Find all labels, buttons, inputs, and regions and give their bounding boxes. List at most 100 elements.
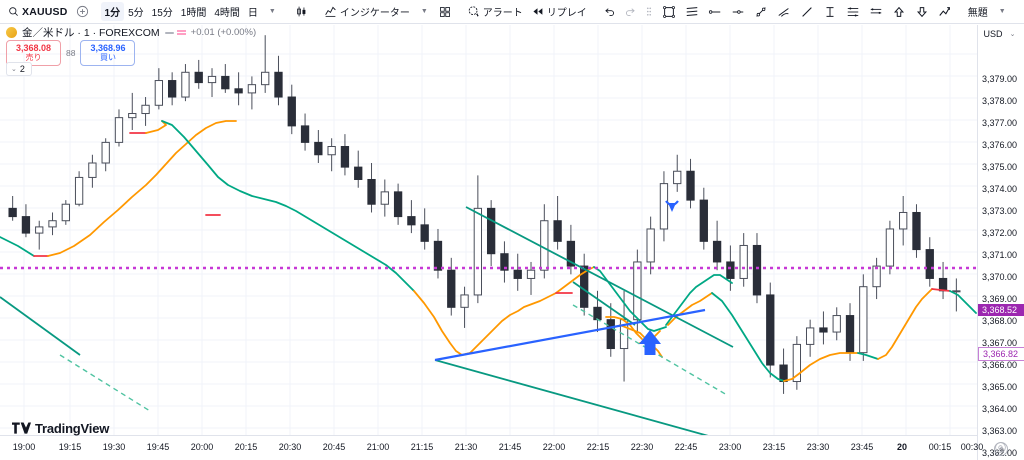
chart-type-button[interactable] [291,2,312,21]
candle-body [513,269,522,279]
candle-body [234,88,243,94]
time-tick: 23:15 [762,442,786,452]
replay-button[interactable]: リプレイ [527,2,591,21]
alert-button[interactable]: アラート [463,2,527,21]
interval-1m[interactable]: 1分 [100,2,125,21]
measure-tool-icon[interactable] [819,2,841,21]
dashed-channel-mid[interactable] [572,304,728,396]
buy-label: 買い [99,53,116,63]
chart-canvas[interactable] [0,25,977,435]
candle-body [393,191,403,218]
inner-channel-line[interactable] [572,281,636,326]
buy-price: 3,368.96 [90,43,126,53]
interval-more-button[interactable]: ▼ [262,2,283,21]
replay-label: リプレイ [546,8,587,19]
time-tick: 21:45 [498,442,522,452]
ma-segment-orange-3 [413,266,595,356]
ascending-trendline[interactable] [434,308,706,362]
top-toolbar: XAUUSD 1分 5分 15分 1時間 4時間 日 ▼ [0,0,1024,24]
candle-body [141,104,150,115]
layout-dropdown-button[interactable]: ▼ [992,2,1013,21]
horizontal-ray-icon[interactable] [727,2,749,21]
dashed-channel-mid-2[interactable] [59,354,151,412]
candle-body [327,146,336,156]
rectangle-tool-icon[interactable] [658,2,680,21]
ma-segment-teal-3 [593,266,667,332]
horizontal-line-icon[interactable] [704,2,726,21]
buy-button[interactable]: 3,368.96 買い [80,40,136,66]
price-tick: 3,366.00 [982,360,1018,370]
candle-body [420,224,429,242]
symbol-search-button[interactable]: XAUUSD [4,2,72,21]
descending-channel-upper[interactable] [465,206,734,348]
buy-arrow-marker[interactable] [639,330,661,355]
candle-body [181,71,190,98]
interval-1d[interactable]: 日 [247,8,258,19]
price-scale[interactable]: USD ⌄ 3,379.00 3,378.00 3,377.00 3,376.00 3,… [977,25,1024,460]
candle-body [207,75,217,84]
interval-15m[interactable]: 15分 [151,8,173,19]
down-arrow-shape-icon[interactable] [911,2,933,21]
candlestick-icon [295,5,308,18]
candle-body [433,240,443,271]
pitchfork-icon[interactable] [773,2,795,21]
candle-body [606,319,615,350]
interval-4h[interactable]: 4時間 [214,8,240,19]
last-price-badge: 3,366.82 [978,347,1024,361]
interval-5m[interactable]: 5分 [128,8,144,19]
time-tick: 23:30 [806,442,830,452]
trend-line-icon[interactable] [750,2,772,21]
redo-button[interactable] [620,2,641,21]
inner-channel-line-2[interactable] [0,296,81,356]
quantity-selector[interactable]: ⌄ 2 [6,62,32,76]
layout-name-button[interactable]: 無題 [967,8,988,19]
series-style-icon[interactable] [176,29,186,36]
candle-body [300,125,310,143]
up-arrow-shape-icon[interactable] [888,2,910,21]
price-tick: 3,364.00 [982,404,1018,414]
descending-channel-lower[interactable] [434,359,723,435]
grid-layout-icon [439,6,451,18]
sell-arrow-marker[interactable] [665,200,679,212]
replay-icon [531,5,544,18]
drag-handle-icon[interactable] [641,2,657,21]
candle-body [128,113,137,119]
indicators-dropdown-button[interactable]: ▼ [414,2,435,21]
price-tick: 3,372.00 [982,228,1018,238]
price-tick: 3,376.00 [982,140,1018,150]
fib-retracement-icon[interactable] [842,2,864,21]
price-tick: 3,373.00 [982,206,1018,216]
legend-title[interactable]: 金／米ドル · 1 · FOREXCOM [22,27,160,39]
candle-body [752,244,762,296]
parallel-channel-icon[interactable] [681,2,703,21]
ma-segment-orange-8 [667,292,713,326]
indicators-button[interactable]: インジケーター [320,2,414,21]
candle-body [899,211,908,230]
add-symbol-button[interactable] [72,2,93,21]
interval-1h[interactable]: 1時間 [180,8,207,19]
candle-body [779,364,788,383]
time-tick: 21:15 [410,442,434,452]
sell-button[interactable]: 3,368.08 売り [6,40,61,66]
candle-body [247,84,257,94]
candle-body [553,220,562,242]
ray-line-icon[interactable] [796,2,818,21]
quantity-value: 2 [19,64,25,74]
zigzag-icon[interactable] [934,2,956,21]
fib-extension-icon[interactable] [865,2,887,21]
candle-body [48,220,57,228]
candle-body [938,277,948,292]
candle-body [194,71,203,84]
sell-price: 3,368.08 [15,43,52,53]
hide-series-icon[interactable] [164,31,174,34]
candle-body [526,269,536,279]
time-scale[interactable]: 19:00 19:15 19:30 19:45 20:00 20:15 20:30 20:45… [0,435,983,460]
currency-selector[interactable]: USD ⌄ [978,25,1024,43]
undo-button[interactable] [599,2,620,21]
time-tick: 20 [896,442,908,452]
time-scale-settings-icon[interactable] [977,435,1024,460]
price-tick: 3,378.00 [982,96,1018,106]
candle-body [739,244,748,279]
candle-body [21,216,31,234]
layout-grid-button[interactable] [435,2,455,21]
